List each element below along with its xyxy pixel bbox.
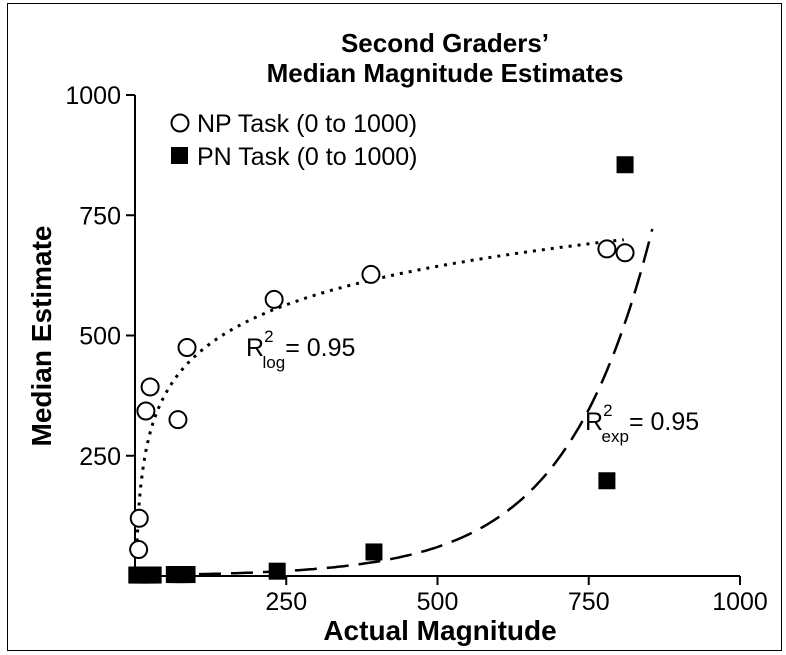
x-tick-label: 750 [568, 588, 610, 616]
annotation-rexp-value: = 0.95 [629, 408, 699, 436]
pn-square-point [616, 156, 634, 174]
legend: NP Task (0 to 1000) PN Task (0 to 1000) [170, 110, 417, 171]
legend-marker-np [170, 113, 190, 133]
x-tick-label: 250 [265, 588, 307, 616]
log-fit-curve [135, 238, 624, 551]
np-circle-point [136, 401, 156, 421]
y-tick-label: 250 [79, 443, 121, 471]
y-tick-label: 1000 [65, 82, 121, 110]
x-tick-label: 1000 [712, 588, 768, 616]
x-axis-label: Actual Magnitude [323, 615, 556, 646]
np-circle-point [129, 540, 149, 560]
figure-frame [7, 3, 782, 651]
pn-square-point [144, 566, 162, 584]
annotation-rlog: R2 log= 0.95 [246, 327, 355, 372]
annotation-rexp-sup: 2 [603, 401, 612, 420]
pn-square-point [365, 543, 383, 561]
legend-label-pn: PN Task (0 to 1000) [197, 143, 417, 171]
axes: 250 500 750 1000 250 500 750 1000 [65, 82, 767, 616]
np-circle-point [597, 239, 617, 259]
np-circle-point [140, 377, 160, 397]
exp-fit-curve [135, 228, 654, 577]
y-tick-label: 500 [79, 323, 121, 351]
fit-curves [135, 228, 654, 577]
pn-square-point [268, 562, 286, 580]
annotation-rlog-value: = 0.95 [285, 334, 355, 362]
pn-square-point [598, 472, 616, 490]
np-circle-point [361, 264, 381, 284]
np-circle-point [615, 243, 635, 263]
annotation-rexp-sub: exp [602, 427, 629, 446]
annotation-rexp: R2 exp= 0.95 [585, 401, 699, 446]
y-tick-label: 750 [79, 202, 121, 230]
annotation-rlog-r: R [246, 334, 264, 362]
annotation-rexp-r: R [585, 408, 603, 436]
np-circle-point [129, 508, 149, 528]
np-circle-point [264, 289, 284, 309]
pn-square-point [178, 566, 196, 584]
y-axis-label: Median Estimate [26, 226, 57, 447]
data-marks [128, 156, 635, 584]
annotation-rlog-sub: log [263, 353, 286, 372]
np-circle-point [168, 410, 188, 430]
chart-title-line-1: Second Graders’ [341, 28, 549, 58]
x-tick-label: 500 [417, 588, 459, 616]
legend-marker-pn [171, 147, 188, 164]
legend-label-np: NP Task (0 to 1000) [197, 110, 417, 138]
np-circle-point [177, 338, 197, 358]
annotation-rlog-sup: 2 [264, 327, 273, 346]
chart-title-line-2: Median Magnitude Estimates [267, 58, 624, 88]
